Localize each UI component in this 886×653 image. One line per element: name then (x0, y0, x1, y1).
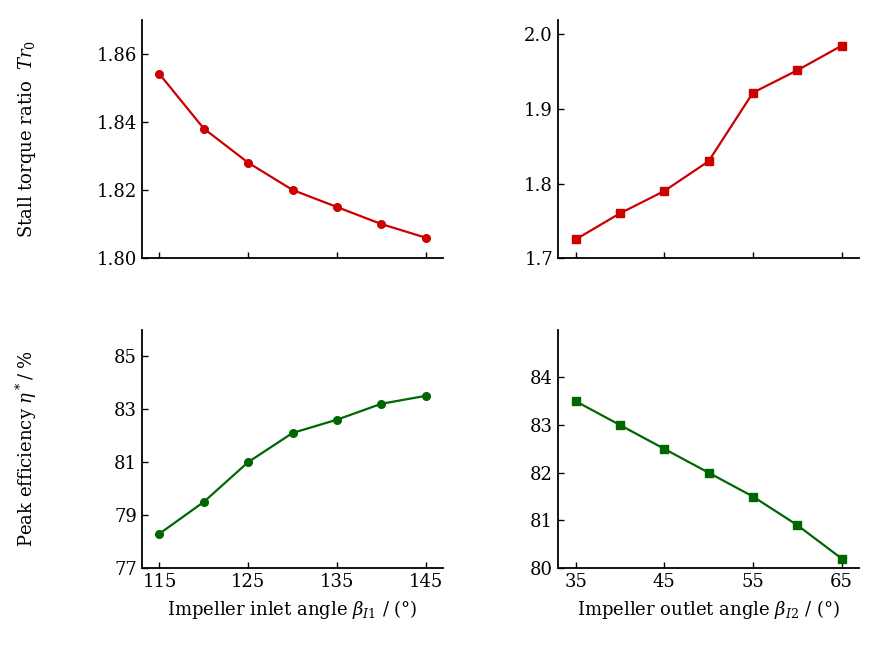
Text: Peak efficiency $\eta^*$/ %: Peak efficiency $\eta^*$/ % (14, 351, 39, 547)
X-axis label: Impeller outlet angle $\beta_{I2}$ / (°): Impeller outlet angle $\beta_{I2}$ / (°) (577, 598, 840, 621)
X-axis label: Impeller inlet angle $\beta_{I1}$ / (°): Impeller inlet angle $\beta_{I1}$ / (°) (167, 598, 418, 621)
Text: Stall torque ratio  $Tr_0$: Stall torque ratio $Tr_0$ (16, 40, 37, 238)
